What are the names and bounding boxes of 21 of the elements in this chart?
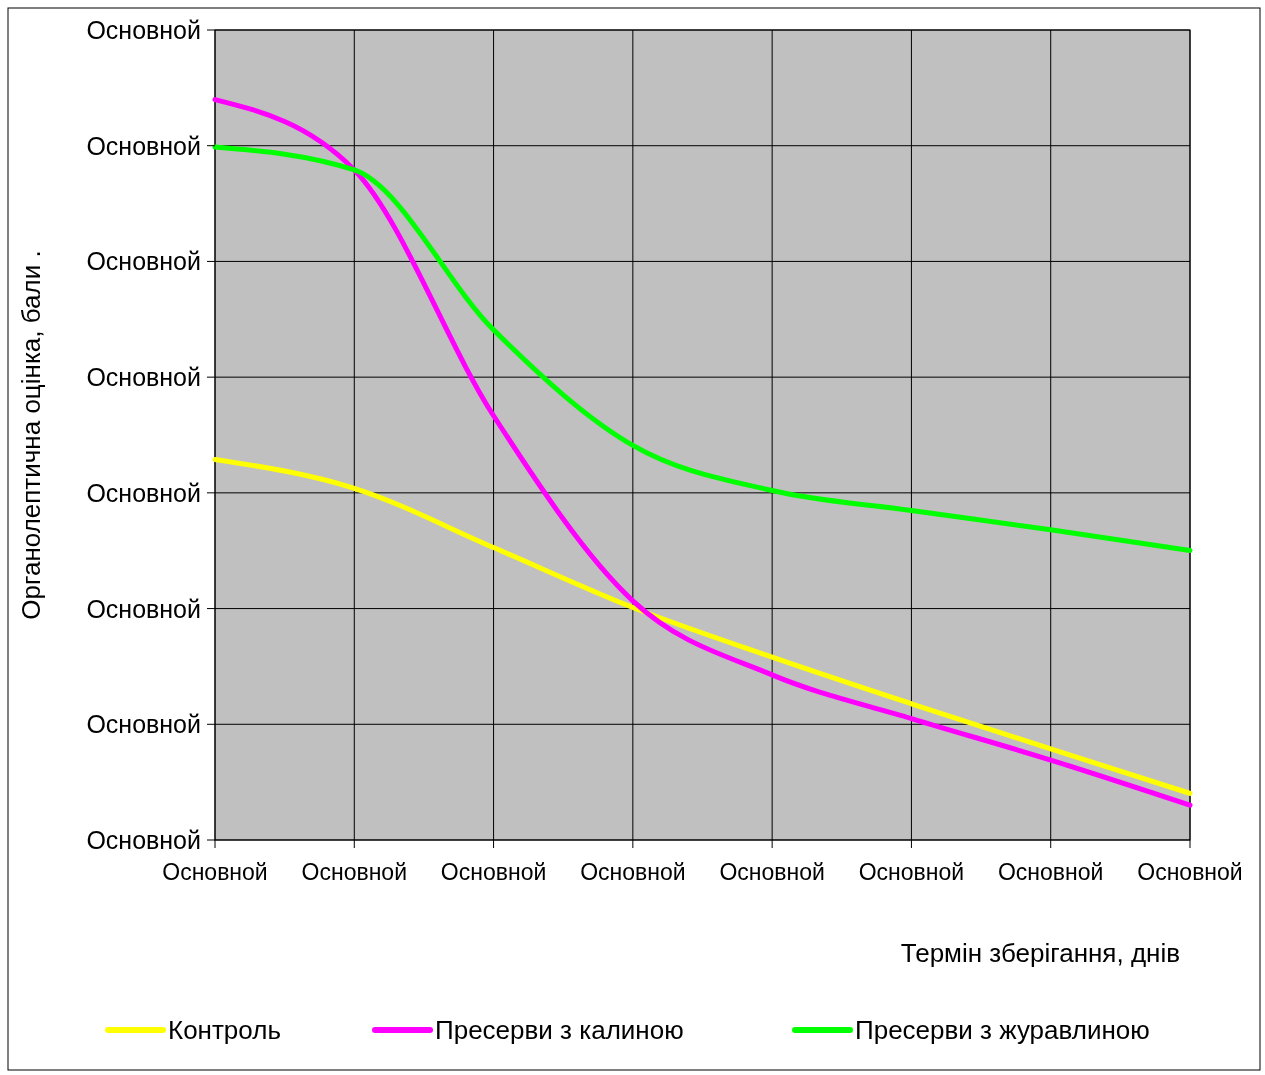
x-tick-label: Основной xyxy=(440,859,547,885)
x-tick-label: Основной xyxy=(1137,859,1243,885)
legend-label: Контроль xyxy=(168,1015,281,1045)
x-tick-label: Основной xyxy=(162,859,268,885)
x-tick-label: Основной xyxy=(997,859,1104,885)
x-axis-title: Термін зберігання, днів xyxy=(900,938,1180,968)
x-tick-label: Основной xyxy=(858,859,965,885)
x-tick-label: Основной xyxy=(580,859,686,885)
x-tick-label: Основной xyxy=(301,859,408,885)
legend-label: Пресерви з калиною xyxy=(435,1015,684,1045)
text: Основной xyxy=(86,594,201,623)
text: Основной xyxy=(86,710,201,739)
y-axis-title: Органолептична оцінка, бали . xyxy=(16,250,46,620)
text: Основной xyxy=(86,16,201,44)
text: Основной xyxy=(86,826,201,854)
legend-label: Пресерви з журавлиною xyxy=(855,1015,1150,1045)
text: Основной xyxy=(86,363,201,392)
x-tick-label: Основной xyxy=(719,859,825,885)
text: Основной xyxy=(86,247,201,276)
text: Основной xyxy=(86,478,201,507)
text: Основной xyxy=(86,131,201,160)
